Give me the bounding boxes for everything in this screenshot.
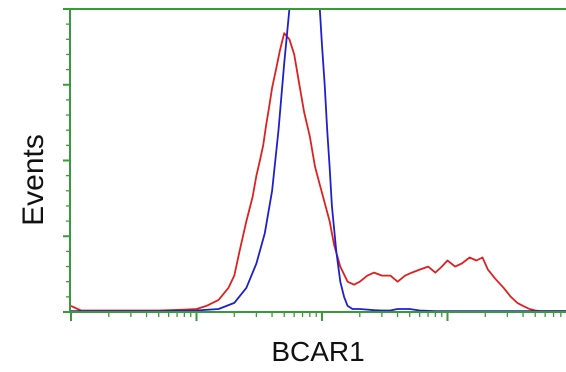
y-axis-label: Events	[17, 134, 50, 226]
histogram-series-1	[70, 32, 566, 312]
axis-layer	[63, 8, 566, 321]
histogram-series-2	[71, 9, 566, 312]
series-layer	[70, 9, 566, 312]
x-axis-label: BCAR1	[271, 336, 365, 367]
